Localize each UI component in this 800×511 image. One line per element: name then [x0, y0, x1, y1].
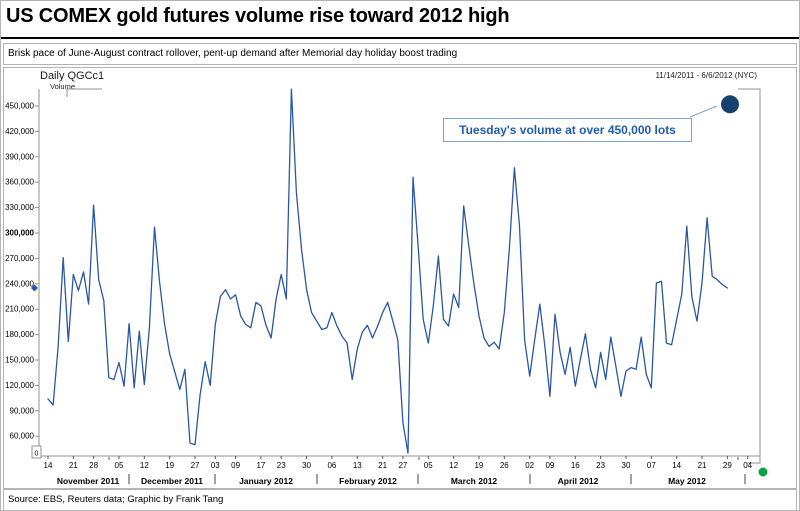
subtitle-box: Brisk pace of June-August contract rollo… — [3, 43, 797, 65]
x-tick-label: 12 — [140, 461, 149, 470]
x-tick-label: 23 — [277, 461, 286, 470]
source-box: Source: EBS, Reuters data; Graphic by Fr… — [3, 489, 797, 510]
x-tick-label: 27 — [398, 461, 407, 470]
x-tick-label: 04 — [743, 461, 752, 470]
xy-axis-line — [38, 89, 760, 457]
y-tick-label: 360,000 — [5, 178, 34, 187]
x-tick-label: 14 — [672, 461, 681, 470]
x-tick-label: 21 — [378, 461, 387, 470]
month-label: November 2011 — [57, 476, 120, 486]
x-tick-label: 21 — [698, 461, 707, 470]
source-text: Source: EBS, Reuters data; Graphic by Fr… — [8, 494, 224, 505]
subtitle-text: Brisk pace of June-August contract rollo… — [8, 48, 458, 59]
annotation-label: Tuesday's volume at over 450,000 lots — [459, 123, 676, 137]
right-axis-bracket — [738, 88, 761, 464]
y-tick-label: 240,000 — [5, 279, 34, 288]
y-tick-label: 420,000 — [5, 127, 34, 136]
x-tick-label: 02 — [525, 461, 534, 470]
volume-line-series — [47, 88, 729, 454]
y-tick-label: 210,000 — [5, 305, 34, 314]
page-title: US COMEX gold futures volume rise toward… — [6, 5, 510, 27]
y-tick-label: 180,000 — [5, 330, 34, 339]
x-tick-label: 30 — [622, 461, 631, 470]
x-tick-label: 21 — [69, 461, 78, 470]
x-tick-label: 05 — [115, 461, 124, 470]
y-tick-label: 150,000 — [5, 356, 34, 365]
live-indicator-dot — [758, 467, 768, 477]
month-label: April 2012 — [558, 476, 599, 486]
date-range-label: 11/14/2011 - 6/6/2012 (NYC) — [655, 71, 757, 80]
highlight-dot — [721, 95, 739, 114]
x-tick-label: 06 — [327, 461, 336, 470]
annotation-box: Tuesday's volume at over 450,000 lots — [443, 118, 692, 142]
annotation-callout-line — [689, 105, 718, 118]
month-label: December 2011 — [141, 476, 203, 486]
x-tick-label: 17 — [256, 461, 265, 470]
y-tick-label: 330,000 — [5, 203, 34, 212]
y-tick-label: 120,000 — [5, 381, 34, 390]
instrument-label: Daily QGCc1 — [40, 70, 105, 82]
y-tick-label: 300,000 — [5, 229, 34, 238]
x-tick-label: 12 — [449, 461, 458, 470]
y-tick-label: 270,000 — [5, 254, 34, 263]
x-tick-label: 09 — [231, 461, 240, 470]
month-label: May 2012 — [668, 476, 706, 486]
y-tick-label: 60,000 — [10, 432, 35, 441]
x-tick-label: 26 — [500, 461, 509, 470]
y-tick-label: 90,000 — [10, 406, 35, 415]
x-tick-label: 14 — [44, 461, 53, 470]
x-tick-label: 19 — [165, 461, 174, 470]
x-tick-label: 13 — [353, 461, 362, 470]
x-tick-label: 03 — [211, 461, 220, 470]
x-tick-label: 28 — [89, 461, 98, 470]
x-tick-label: 27 — [191, 461, 200, 470]
volume-axis-label: Volume — [50, 82, 76, 91]
x-tick-label: 30 — [302, 461, 311, 470]
month-label: March 2012 — [451, 476, 498, 486]
month-label: February 2012 — [339, 476, 397, 486]
x-tick-label: 05 — [424, 461, 433, 470]
axis-scale-icon-label: 0 — [35, 451, 39, 458]
y-tick-label: 390,000 — [5, 152, 34, 161]
x-tick-label: 07 — [647, 461, 656, 470]
title-bar: US COMEX gold futures volume rise toward… — [1, 1, 799, 39]
last-value-axis-marker — [31, 284, 38, 292]
x-tick-label: 23 — [596, 461, 605, 470]
x-tick-label: 16 — [571, 461, 580, 470]
month-label: January 2012 — [239, 476, 293, 486]
x-tick-label: 29 — [723, 461, 732, 470]
x-tick-label: 09 — [545, 461, 554, 470]
y-tick-label: 450,000 — [5, 102, 34, 111]
volume-label-bracket — [66, 88, 102, 97]
axis-scale-icon — [31, 445, 42, 459]
x-tick-label: 19 — [474, 461, 483, 470]
